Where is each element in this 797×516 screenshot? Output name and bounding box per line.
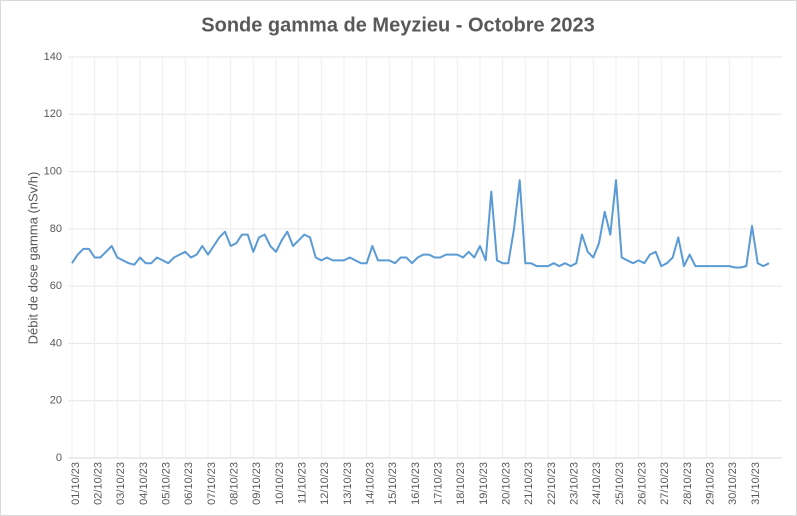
x-tick-label: 08/10/23 <box>229 462 241 505</box>
x-tick-label: 01/10/23 <box>70 462 82 505</box>
x-tick-label: 13/10/23 <box>342 462 354 505</box>
x-tick-label: 03/10/23 <box>115 462 127 505</box>
chart-title: Sonde gamma de Meyzieu - Octobre 2023 <box>201 14 594 36</box>
x-tick-label: 30/10/23 <box>727 462 739 505</box>
x-tick-label: 17/10/23 <box>433 462 445 505</box>
y-tick-label: 120 <box>44 108 62 120</box>
x-tick-label: 23/10/23 <box>569 462 581 505</box>
y-axis-label: Débit de dose gamma (nSv/h) <box>25 172 40 345</box>
x-tick-label: 29/10/23 <box>705 462 717 505</box>
x-tick-label: 26/10/23 <box>637 462 649 505</box>
x-tick-label: 19/10/23 <box>478 462 490 505</box>
x-tick-label: 07/10/23 <box>206 462 218 505</box>
x-tick-label: 09/10/23 <box>251 462 263 505</box>
x-tick-label: 15/10/23 <box>387 462 399 505</box>
x-tick-label: 12/10/23 <box>319 462 331 505</box>
y-tick-label: 0 <box>56 452 62 464</box>
y-tick-label: 140 <box>44 51 62 63</box>
x-tick-label: 21/10/23 <box>523 462 535 505</box>
x-tick-label: 10/10/23 <box>274 462 286 505</box>
x-tick-label: 20/10/23 <box>501 462 513 505</box>
y-tick-label: 40 <box>50 337 62 349</box>
y-tick-label: 20 <box>50 395 62 407</box>
x-tick-label: 11/10/23 <box>297 462 309 504</box>
x-tick-label: 14/10/23 <box>365 462 377 505</box>
x-tick-label: 31/10/23 <box>750 462 762 505</box>
y-tick-label: 80 <box>50 223 62 235</box>
x-tick-label: 24/10/23 <box>591 462 603 505</box>
x-tick-label: 02/10/23 <box>93 462 105 505</box>
data-line <box>71 179 770 269</box>
x-tick-label: 25/10/23 <box>614 462 626 505</box>
x-tick-label: 18/10/23 <box>455 462 467 505</box>
x-tick-label: 06/10/23 <box>183 462 195 505</box>
y-tick-label: 60 <box>50 280 62 292</box>
x-tick-label: 05/10/23 <box>161 462 173 505</box>
x-tick-label: 27/10/23 <box>659 462 671 505</box>
x-tick-label: 28/10/23 <box>682 462 694 505</box>
x-tick-label: 16/10/23 <box>410 462 422 505</box>
x-tick-label: 04/10/23 <box>138 462 150 505</box>
y-tick-label: 100 <box>44 165 62 177</box>
x-tick-label: 22/10/23 <box>546 462 558 505</box>
